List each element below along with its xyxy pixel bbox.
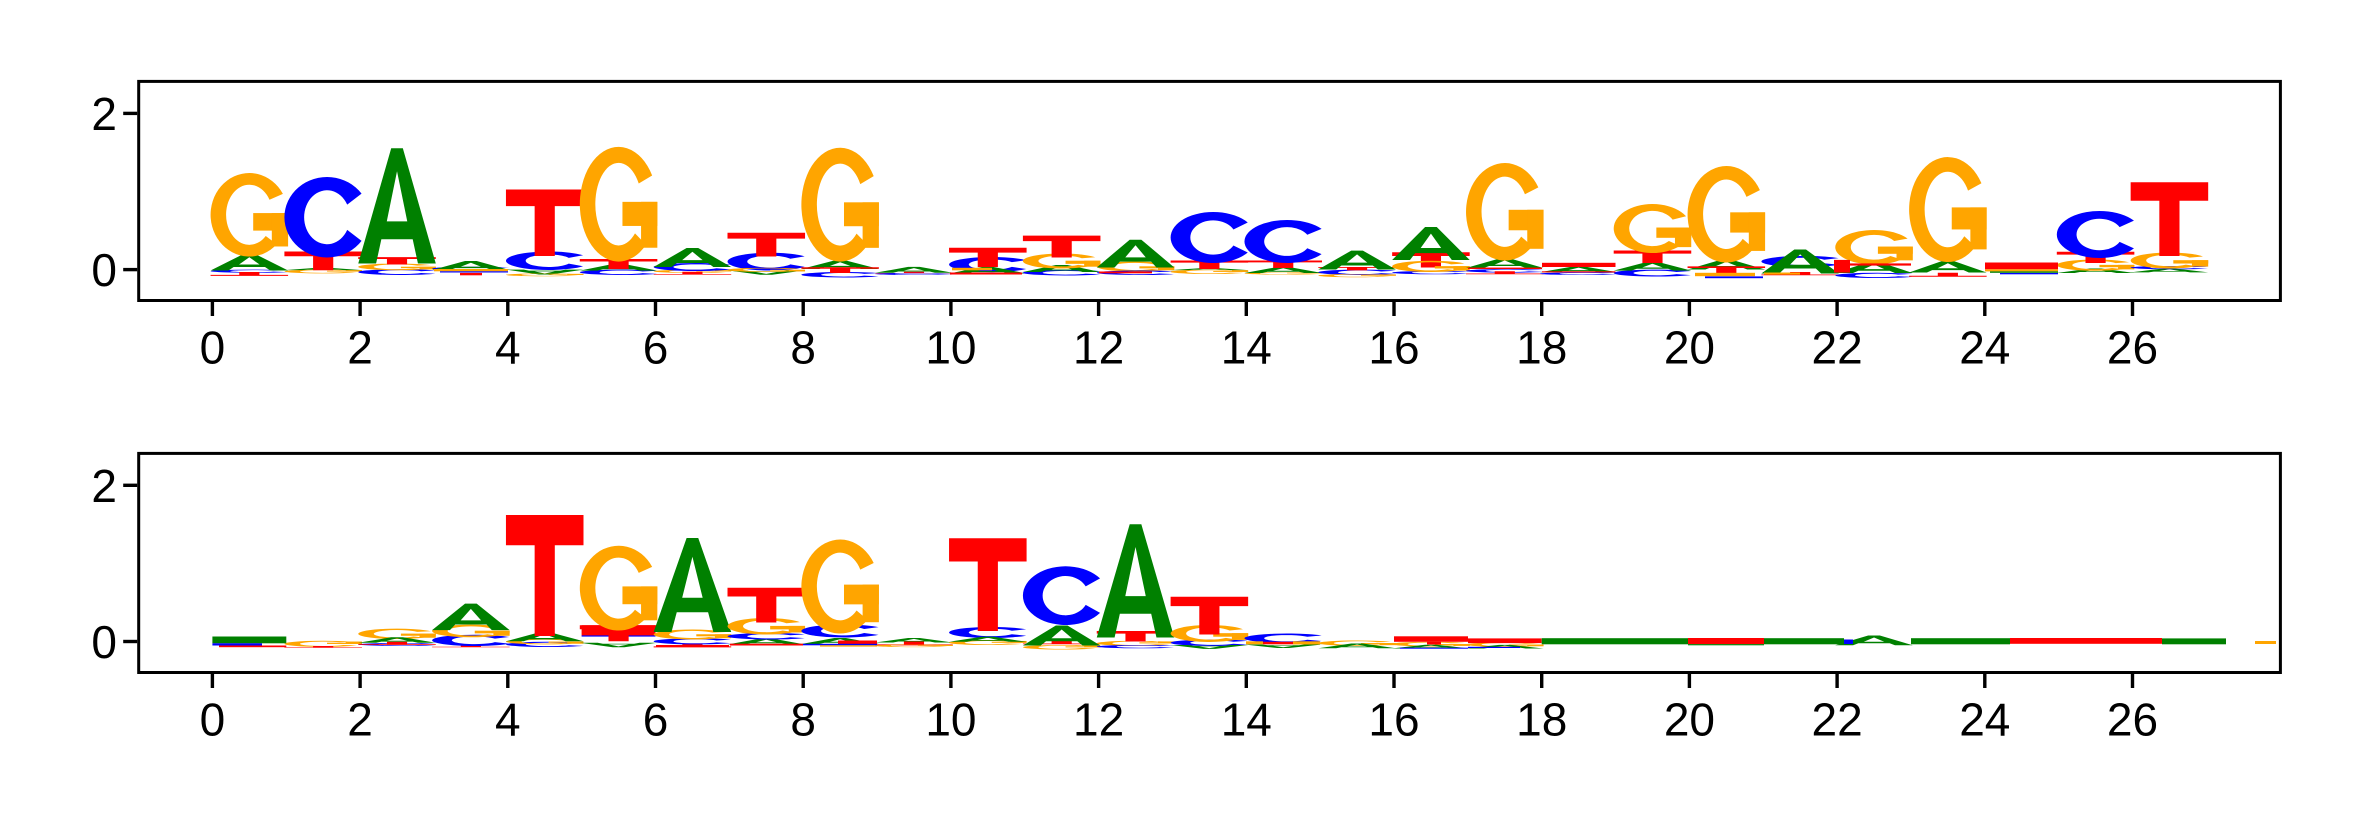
svg-text:16: 16 (1368, 694, 1419, 746)
svg-text:0: 0 (200, 694, 226, 746)
svg-text:26: 26 (2107, 322, 2158, 374)
svg-text:8: 8 (790, 322, 816, 374)
svg-text:18: 18 (1516, 694, 1567, 746)
svg-text:20: 20 (1664, 322, 1715, 374)
svg-text:4: 4 (495, 322, 521, 374)
svg-text:16: 16 (1368, 322, 1419, 374)
svg-text:24: 24 (1959, 322, 2010, 374)
svg-text:2: 2 (347, 694, 373, 746)
svg-text:12: 12 (1073, 694, 1124, 746)
svg-text:18: 18 (1516, 322, 1567, 374)
svg-text:12: 12 (1073, 322, 1124, 374)
svg-text:4: 4 (495, 694, 521, 746)
svg-text:10: 10 (925, 322, 976, 374)
svg-text:14: 14 (1221, 322, 1272, 374)
svg-text:0: 0 (91, 244, 117, 296)
svg-text:0: 0 (91, 616, 117, 668)
svg-text:2: 2 (91, 88, 117, 140)
svg-text:22: 22 (1812, 694, 1863, 746)
svg-text:2: 2 (91, 460, 117, 512)
svg-text:8: 8 (790, 694, 816, 746)
svg-text:20: 20 (1664, 694, 1715, 746)
svg-text:2: 2 (347, 322, 373, 374)
svg-text:0: 0 (200, 322, 226, 374)
svg-text:6: 6 (643, 694, 669, 746)
svg-text:24: 24 (1959, 694, 2010, 746)
svg-text:10: 10 (925, 694, 976, 746)
svg-text:26: 26 (2107, 694, 2158, 746)
svg-text:14: 14 (1221, 694, 1272, 746)
svg-text:22: 22 (1812, 322, 1863, 374)
svg-text:6: 6 (643, 322, 669, 374)
